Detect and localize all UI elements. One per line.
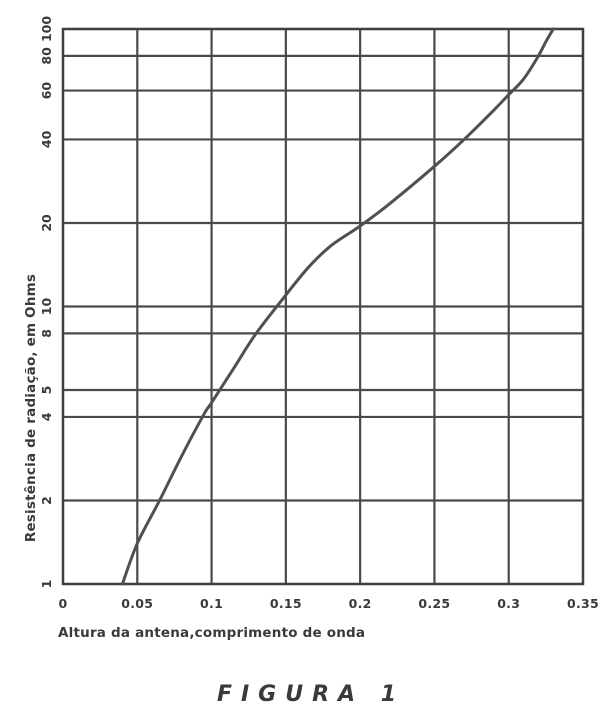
curve-layer <box>120 27 555 586</box>
x-tick-label: 0.15 <box>270 596 302 611</box>
y-tick-label: 10 <box>39 298 54 316</box>
series-line <box>120 27 555 586</box>
x-tick-label: 0.35 <box>567 596 599 611</box>
y-tick-label: 1 <box>39 580 54 589</box>
tick-labels: 0 0.05 0.1 0.15 0.2 0.25 0.3 0.35 1 2 4 5 8 10 20 40 60 8… <box>39 16 599 611</box>
y-tick-label: 40 <box>39 130 54 148</box>
x-tick-label: 0.3 <box>497 596 520 611</box>
y-tick-label: 4 <box>39 412 54 421</box>
y-tick-label: 8 <box>39 329 54 338</box>
x-tick-label: 0.1 <box>200 596 223 611</box>
y-tick-label: 2 <box>39 496 54 505</box>
y-tick-label: 60 <box>39 82 54 100</box>
x-tick-label: 0.05 <box>121 596 153 611</box>
grid <box>61 27 585 586</box>
x-tick-label: 0.25 <box>418 596 450 611</box>
plot-frame <box>61 27 585 586</box>
x-axis-label: Altura da antena,comprimento de onda <box>58 625 365 641</box>
y-tick-label: 20 <box>39 214 54 232</box>
figure-caption: FIGURA 1 <box>217 682 405 707</box>
x-tick-label: 0 <box>59 596 68 611</box>
y-tick-label: 5 <box>39 386 54 395</box>
y-tick-label: 80 <box>39 47 54 65</box>
y-axis-label: Resistência de radiação, em Ohms <box>23 274 39 542</box>
x-tick-label: 0.2 <box>349 596 372 611</box>
y-tick-label: 100 <box>39 16 54 42</box>
